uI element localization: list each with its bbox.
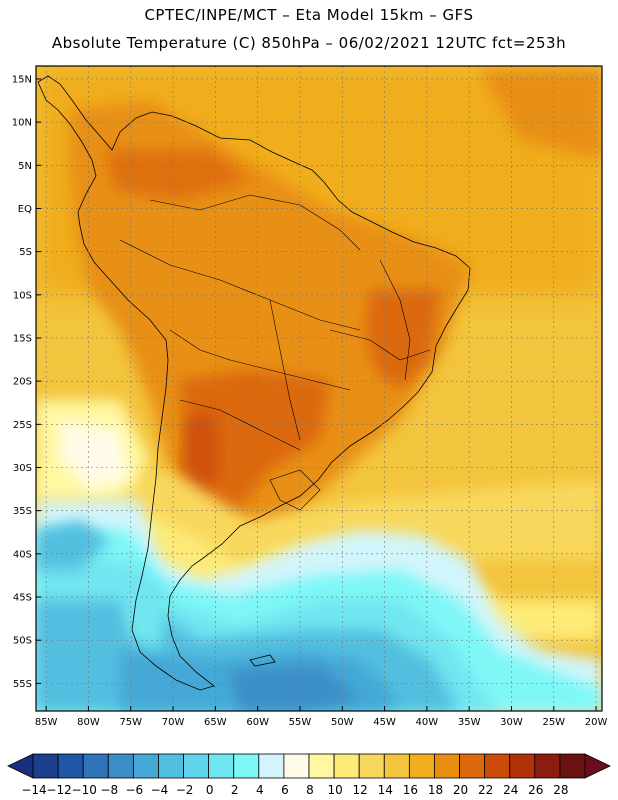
temperature-map: 15N 10N 5N EQ 5S 10S 15S 20S 25S 30S 35S 40S 45S 50S 5…: [12, 65, 608, 728]
colorbar-label: 12: [353, 783, 368, 797]
colorbar-label: −10: [72, 783, 97, 797]
lat-tick-label: 5S: [19, 247, 32, 258]
latitude-axis: 15N 10N 5N EQ 5S 10S 15S 20S 25S 30S 35S 40S 45S 50S 5…: [12, 74, 41, 690]
lat-tick-label: 15N: [12, 74, 32, 85]
title-line-2: Absolute Temperature (C) 850hPa – 06/02/…: [51, 34, 567, 52]
colorbar-swatch: [107, 753, 134, 779]
lat-tick-label: 50S: [13, 636, 32, 647]
colorbar-min-arrow: [7, 753, 34, 779]
colorbar-label: 0: [206, 783, 214, 797]
lat-tick-label: 5N: [18, 161, 32, 172]
map-frame: [35, 65, 603, 712]
colorbar-swatch: [132, 753, 159, 779]
lat-tick-label: 45S: [13, 593, 32, 604]
lon-tick-label: 55W: [289, 717, 312, 728]
colorbar-swatch: [208, 753, 235, 779]
colorbar-label: 28: [553, 783, 568, 797]
colorbar-swatch: [459, 753, 486, 779]
lon-tick-label: 75W: [119, 717, 142, 728]
colorbar-swatch: [559, 753, 586, 779]
title-line-1: CPTEC/INPE/MCT – Eta Model 15km – GFS: [144, 6, 474, 24]
colorbar-swatch: [82, 753, 109, 779]
colorbar-swatch: [258, 753, 285, 779]
colorbar-swatch: [333, 753, 360, 779]
colorbar-label: −2: [176, 783, 194, 797]
lon-tick-label: 20W: [585, 717, 608, 728]
colorbar-label: 26: [528, 783, 543, 797]
colorbar-swatch: [434, 753, 460, 779]
lat-tick-label: 10N: [12, 118, 32, 129]
lon-tick-label: 65W: [204, 717, 227, 728]
lon-tick-label: 80W: [77, 717, 100, 728]
lat-tick-label: 40S: [13, 549, 32, 560]
lon-tick-label: 25W: [542, 717, 565, 728]
colorbar-swatch: [509, 753, 536, 779]
colorbar-label: −14: [21, 783, 46, 797]
colorbar-swatch: [283, 753, 310, 779]
lon-tick-label: 45W: [373, 717, 396, 728]
lat-tick-label: 35S: [13, 506, 32, 517]
colorbar-swatch: [183, 753, 210, 779]
colorbar-label: 10: [327, 783, 342, 797]
longitude-axis: 85W 80W 75W 70W 65W 60W 55W 50W 45W 40W 35W 30W 25W 2…: [35, 706, 608, 728]
colorbar-label: −12: [46, 783, 71, 797]
lat-tick-label: 30S: [13, 463, 32, 474]
lon-tick-label: 85W: [35, 717, 58, 728]
colorbar-swatch: [308, 753, 335, 779]
colorbar-swatch: [233, 753, 260, 779]
colorbar-swatch: [32, 753, 59, 779]
colorbar: −14 −12 −10 −8 −6 −4 −2 0 2 4 6 8 10 12 14 16 18 20 22 24 26…: [7, 753, 611, 797]
colorbar-label: 24: [503, 783, 518, 797]
colorbar-max-arrow: [584, 753, 611, 779]
lat-tick-label: 55S: [13, 679, 32, 690]
colorbar-swatch: [383, 753, 410, 779]
colorbar-swatch: [57, 753, 84, 779]
colorbar-label: −8: [100, 783, 118, 797]
colorbar-label: 2: [231, 783, 239, 797]
colorbar-label: −4: [151, 783, 169, 797]
lat-tick-label: EQ: [18, 204, 32, 215]
colorbar-label: 14: [378, 783, 393, 797]
colorbar-swatch: [534, 753, 561, 779]
colorbar-label: 22: [478, 783, 493, 797]
colorbar-label: 18: [428, 783, 443, 797]
temperature-field: [36, 66, 602, 711]
lon-tick-label: 40W: [416, 717, 439, 728]
graticule: [36, 66, 602, 711]
lon-tick-label: 70W: [162, 717, 185, 728]
lon-tick-label: 30W: [500, 717, 523, 728]
coastlines: [37, 75, 471, 691]
lon-tick-label: 60W: [246, 717, 269, 728]
colorbar-label: −6: [126, 783, 144, 797]
colorbar-label: 4: [256, 783, 264, 797]
lon-tick-label: 50W: [331, 717, 354, 728]
colorbar-swatch: [158, 753, 184, 779]
lat-tick-label: 25S: [13, 420, 32, 431]
colorbar-label: 8: [306, 783, 314, 797]
lat-tick-label: 10S: [13, 290, 32, 301]
colorbar-swatch: [408, 753, 435, 779]
lon-tick-label: 35W: [458, 717, 481, 728]
colorbar-label: 6: [281, 783, 289, 797]
colorbar-swatch: [484, 753, 511, 779]
lat-tick-label: 15S: [13, 333, 32, 344]
lat-tick-label: 20S: [13, 377, 32, 388]
colorbar-label: 20: [453, 783, 468, 797]
colorbar-label: 16: [403, 783, 418, 797]
colorbar-swatch: [358, 753, 385, 779]
